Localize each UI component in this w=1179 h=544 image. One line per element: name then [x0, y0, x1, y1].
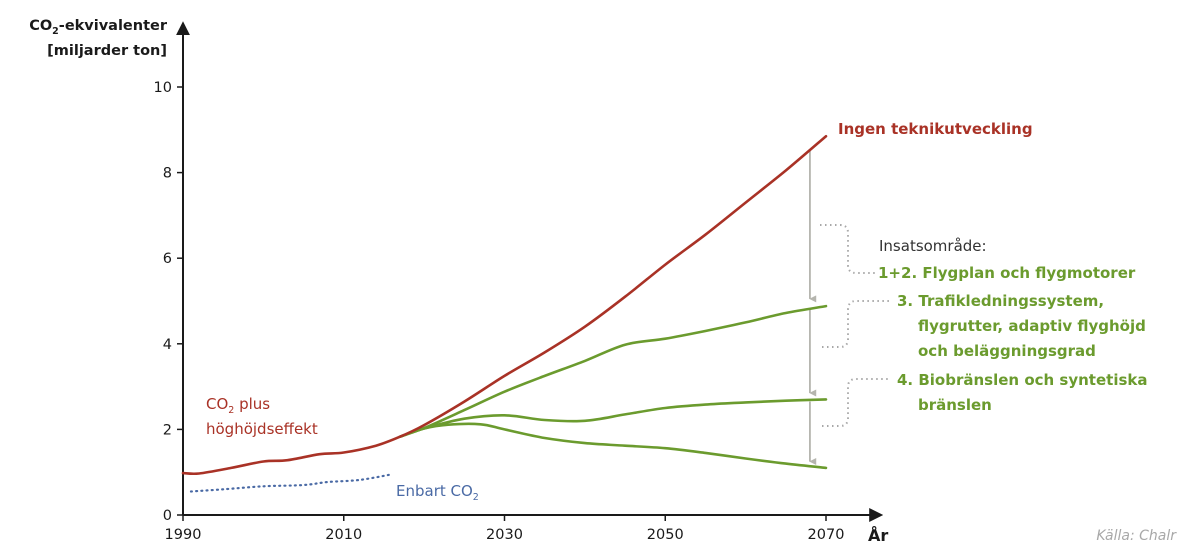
- y-tick-label-4: 4: [163, 337, 172, 353]
- label-co2-plus-co: CO: [206, 395, 228, 413]
- label-enbart-co2-main: Enbart CO: [396, 482, 473, 500]
- label-co2-plus-line1: CO2 plus: [206, 395, 270, 416]
- label-ingen-teknikutveckling: Ingen teknikutveckling: [838, 120, 1033, 138]
- series-line-4: [398, 398, 828, 438]
- label-co2-plus-rest: plus: [234, 395, 270, 413]
- label-item3-line3: och beläggningsgrad: [918, 342, 1096, 360]
- y-tick-label-2: 2: [163, 422, 172, 438]
- y-axis-title-rest: -ekvivalenter: [59, 18, 168, 34]
- y-tick-label-10: 10: [154, 80, 172, 96]
- label-enbart-co2-sub: 2: [473, 492, 479, 503]
- label-enbart-co2: Enbart CO2: [396, 482, 479, 503]
- bracket-item4: [822, 378, 890, 427]
- label-item3-line2: flygrutter, adaptiv flyghöjd: [918, 317, 1146, 335]
- series-group: [181, 134, 828, 493]
- series-line-2: [189, 473, 394, 493]
- label-item4-line2: bränslen: [918, 396, 992, 414]
- x-tick-label-1990: 1990: [165, 527, 202, 543]
- y-tick-label-8: 8: [163, 166, 172, 182]
- y-tick-label-0: 0: [163, 508, 172, 524]
- x-tick-label-2010: 2010: [325, 527, 362, 543]
- y-axis-title-co: CO: [29, 18, 52, 34]
- label-insatsomrade: Insatsområde:: [879, 237, 987, 255]
- x-tick-label-2070: 2070: [808, 527, 845, 543]
- y-axis-title-line2: [miljarder ton]: [47, 43, 167, 59]
- bracket-item3: [822, 300, 890, 348]
- x-tick-label-2030: 2030: [486, 527, 523, 543]
- x-axis-title: År: [868, 526, 888, 544]
- series-line-3: [398, 304, 828, 438]
- label-hoghojdseffekt: höghöjdseffekt: [206, 420, 318, 438]
- label-item1: 1+2. Flygplan och flygmotorer: [878, 264, 1136, 282]
- bracket-item1: [820, 224, 878, 274]
- series-line-0: [181, 134, 828, 476]
- series-line-5: [398, 422, 828, 470]
- label-item3-line1: 3. Trafikledningssystem,: [897, 292, 1104, 310]
- callout-brackets: [820, 224, 890, 427]
- source-credit: Källa: Chalr: [1096, 528, 1177, 544]
- y-axis-title-line1: CO2-ekvivalenter: [29, 18, 168, 37]
- label-co2-plus-sub: 2: [228, 405, 234, 416]
- y-axis-title-sub: 2: [52, 26, 59, 37]
- label-item4-line1: 4. Biobränslen och syntetiska: [897, 371, 1147, 389]
- axis-ticks: 1990 2010 2030 2050 2070 0 2 4 6 8 10: [154, 80, 845, 543]
- y-tick-label-6: 6: [163, 251, 172, 267]
- x-tick-label-2050: 2050: [647, 527, 684, 543]
